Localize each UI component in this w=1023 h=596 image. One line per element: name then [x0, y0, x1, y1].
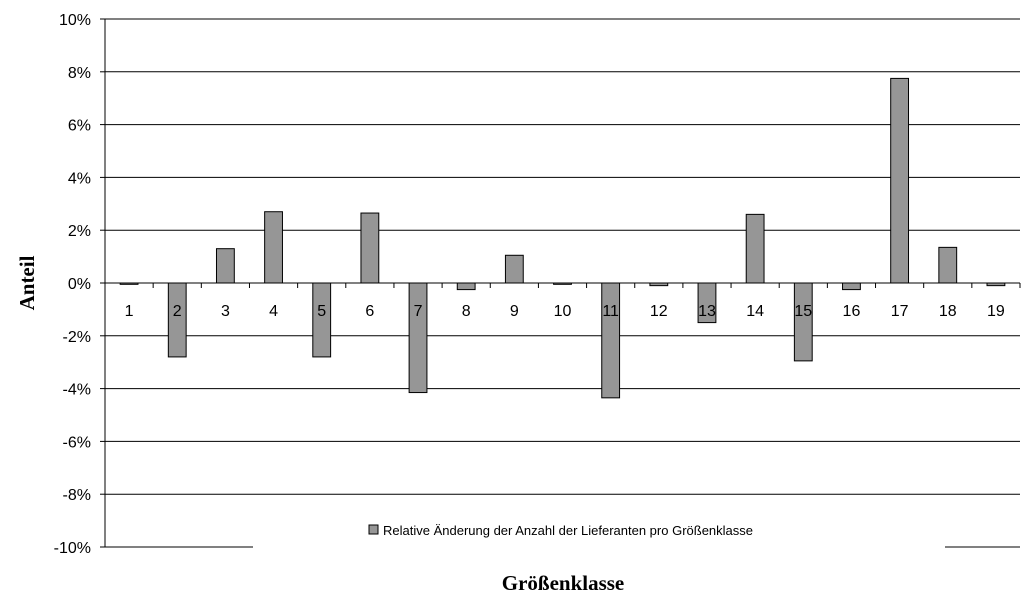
x-tick-label: 19	[987, 303, 1005, 320]
y-tick-label: -8%	[63, 487, 91, 504]
x-tick-label: 2	[173, 303, 182, 320]
y-tick-label: 2%	[68, 223, 91, 240]
legend-swatch	[368, 524, 379, 535]
x-tick-label: 11	[602, 303, 619, 320]
y-tick-label: -2%	[63, 329, 91, 346]
bar	[842, 282, 861, 291]
x-tick-label: 17	[891, 303, 909, 320]
x-tick-label: 4	[269, 303, 278, 320]
x-tick-label: 6	[365, 303, 374, 320]
x-axis-title: Größenklasse	[502, 571, 625, 595]
y-tick-label: -6%	[63, 434, 91, 451]
y-axis-title: Anteil	[15, 255, 39, 310]
legend-label: Relative Änderung der Anzahl der Liefera…	[383, 523, 753, 538]
x-tick-label: 5	[317, 303, 326, 320]
bar	[456, 282, 476, 291]
x-tick-label: 15	[794, 303, 812, 320]
legend-box	[253, 518, 945, 550]
x-tick-label: 1	[125, 303, 134, 320]
x-tick-label: 16	[843, 303, 861, 320]
bar	[938, 246, 958, 284]
x-tick-label: 10	[554, 303, 572, 320]
bar	[360, 212, 380, 284]
x-tick-label: 9	[510, 303, 519, 320]
x-tick-label: 18	[939, 303, 957, 320]
y-tick-label: 10%	[59, 12, 91, 29]
y-tick-label: 6%	[68, 118, 91, 135]
x-tick-label: 7	[414, 303, 423, 320]
y-tick-label: 4%	[68, 170, 91, 187]
bar	[408, 282, 428, 394]
bar	[745, 213, 765, 284]
y-tick-label: -4%	[63, 382, 91, 399]
y-ticks: 10% 8% 6% 4% 2% 0% -2% -4% -6% -8% -10%	[54, 12, 105, 557]
x-tick-label: 8	[462, 303, 471, 320]
y-tick-label: -10%	[54, 540, 91, 557]
x-tick-label: 3	[221, 303, 230, 320]
legend: Relative Änderung der Anzahl der Liefera…	[253, 518, 945, 550]
bar	[215, 248, 235, 284]
bar	[793, 282, 813, 362]
bar	[890, 77, 910, 284]
y-tick-label: 8%	[68, 65, 91, 82]
y-tick-label: 0%	[68, 276, 91, 293]
x-ticks: 1 2 3 4 5 6 7 8 9 10 11 12 13 14 15 16 17 18 19	[104, 283, 1021, 320]
bar	[601, 282, 621, 399]
x-tick-label: 13	[698, 303, 716, 320]
x-tick-label: 12	[650, 303, 668, 320]
bars	[119, 77, 1006, 399]
bar	[504, 254, 524, 284]
x-tick-label: 14	[746, 303, 764, 320]
bar	[264, 211, 283, 284]
